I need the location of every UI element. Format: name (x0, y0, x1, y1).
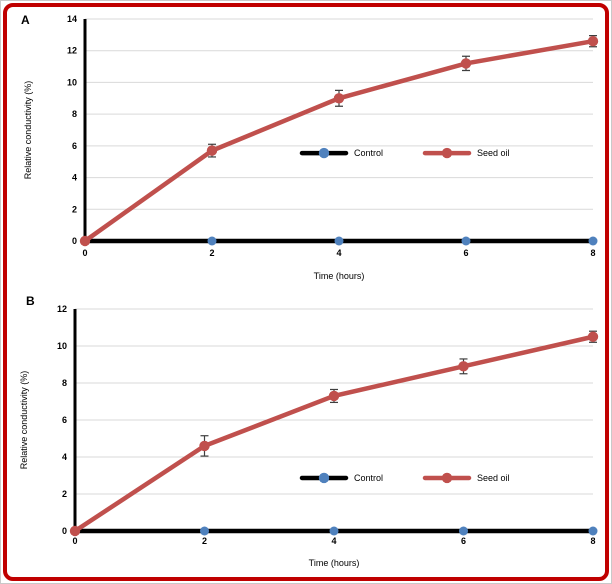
legend-label: Seed oil (477, 148, 510, 158)
series-control (70, 526, 598, 536)
series-marker (459, 526, 468, 536)
series-marker (333, 93, 345, 104)
x-tick-label: 0 (82, 248, 87, 258)
legend-item-seed-oil: Seed oil (422, 472, 510, 484)
y-axis-tick-labels: 0 2 4 6 8 10 12 (57, 304, 67, 536)
y-tick-label: 8 (62, 378, 67, 388)
legend-label: Control (354, 148, 383, 158)
series-marker (79, 235, 91, 247)
series-marker (588, 526, 598, 536)
x-tick-label: 4 (331, 536, 336, 546)
series-marker (206, 145, 218, 156)
x-axis-title: Time (hours) (309, 558, 360, 568)
y-tick-label: 0 (72, 236, 77, 246)
y-axis-title: Relative conductivity (%) (23, 81, 33, 180)
series-marker (200, 526, 209, 536)
gridlines (75, 308, 593, 495)
legend-item-seed-oil: Seed oil (422, 147, 510, 159)
y-tick-label: 2 (72, 204, 77, 214)
chart-panel-b: B 0 2 4 6 8 10 12 0 2 4 6 8 Time (hours) Relative con… (7, 291, 605, 577)
series-seed-oil (69, 330, 599, 537)
panel-label-a: A (21, 13, 30, 27)
y-tick-label: 6 (72, 141, 77, 151)
x-axis-tick-labels: 0 2 4 6 8 (82, 248, 595, 258)
y-axis-title: Relative conductivity (%) (19, 371, 29, 470)
legend-marker-sample (318, 472, 330, 484)
y-tick-label: 14 (67, 14, 77, 24)
x-tick-label: 2 (202, 536, 207, 546)
y-tick-label: 0 (62, 526, 67, 536)
x-axis-title: Time (hours) (314, 271, 365, 281)
series-marker (69, 525, 81, 537)
series-marker (334, 236, 344, 246)
panel-label-b: B (26, 294, 35, 308)
x-axis-tick-labels: 0 2 4 6 8 (72, 536, 595, 546)
series-marker (587, 331, 599, 342)
y-tick-label: 12 (57, 304, 67, 314)
series-marker (588, 236, 598, 246)
legend-marker-sample (441, 147, 453, 159)
series-marker (328, 390, 340, 402)
x-tick-label: 6 (463, 248, 468, 258)
line-chart-b: 0 2 4 6 8 10 12 0 2 4 6 8 Time (hours) Relative condu… (19, 304, 599, 568)
series-line (82, 38, 596, 244)
x-tick-label: 4 (336, 248, 341, 258)
gridlines (85, 18, 593, 210)
legend-item-control: Control (299, 472, 383, 484)
y-tick-label: 10 (67, 77, 77, 87)
y-tick-label: 2 (62, 489, 67, 499)
series-seed-oil (79, 35, 599, 247)
x-tick-label: 6 (461, 536, 466, 546)
x-tick-label: 8 (590, 248, 595, 258)
y-tick-label: 10 (57, 341, 67, 351)
x-tick-label: 0 (72, 536, 77, 546)
legend-label: Control (354, 473, 383, 483)
series-line (72, 334, 596, 534)
series-marker (329, 526, 339, 536)
y-tick-label: 4 (72, 173, 77, 183)
y-axis-tick-labels: 0 2 4 6 8 10 12 14 (67, 14, 77, 246)
legend: Control Seed oil (299, 147, 510, 159)
y-tick-label: 4 (62, 452, 67, 462)
x-tick-label: 8 (590, 536, 595, 546)
series-marker (207, 236, 217, 246)
legend-label: Seed oil (477, 473, 510, 483)
legend: Control Seed oil (299, 472, 510, 484)
y-tick-label: 6 (62, 415, 67, 425)
legend-marker-sample (441, 472, 453, 484)
y-tick-label: 8 (72, 109, 77, 119)
chart-panel-a: A 0 2 4 6 8 10 12 14 0 2 4 6 8 Time (hours) Relative c… (7, 7, 605, 291)
series-control (80, 236, 598, 246)
line-chart-a: 0 2 4 6 8 10 12 14 0 2 4 6 8 Time (hours) Relative con… (23, 14, 599, 281)
legend-marker-sample (318, 147, 330, 159)
series-marker (460, 58, 472, 69)
y-tick-label: 12 (67, 46, 77, 56)
x-tick-label: 2 (209, 248, 214, 258)
series-marker (587, 36, 599, 47)
legend-item-control: Control (299, 147, 383, 159)
series-marker (458, 361, 469, 372)
figure-frame: A 0 2 4 6 8 10 12 14 0 2 4 6 8 Time (hours) Relative c… (3, 3, 609, 581)
series-marker (199, 440, 210, 452)
series-marker (461, 236, 471, 246)
